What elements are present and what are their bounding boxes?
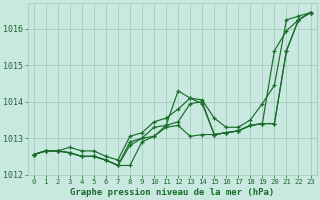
X-axis label: Graphe pression niveau de la mer (hPa): Graphe pression niveau de la mer (hPa) [70,188,274,197]
